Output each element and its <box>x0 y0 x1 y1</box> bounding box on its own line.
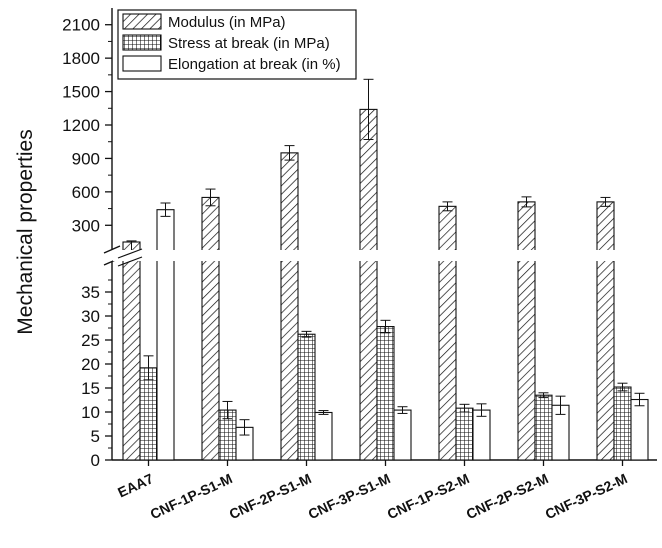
axis-break-gap <box>113 250 658 261</box>
y-axis-title: Mechanical properties <box>14 129 37 334</box>
y-tick-label: 25 <box>81 331 100 350</box>
y-tick-label: 1500 <box>62 83 100 102</box>
y-tick-label: 2100 <box>62 16 100 35</box>
bar <box>201 196 220 461</box>
x-tick-label: EAA7 <box>115 470 156 500</box>
bar <box>393 409 412 461</box>
axis-break-mark <box>103 245 121 254</box>
y-tick-label: 900 <box>72 149 100 168</box>
x-tick-label: CNF-3P-S2-M <box>543 470 630 522</box>
legend-label: Stress at break (in MPa) <box>168 35 330 52</box>
y-tick-label: 20 <box>81 355 100 374</box>
bar <box>517 201 536 461</box>
legend-swatch <box>122 55 162 72</box>
axis-break-mark <box>117 248 143 259</box>
legend-label: Modulus (in MPa) <box>168 14 286 31</box>
legend-swatch <box>122 13 162 30</box>
bar <box>122 241 141 461</box>
bar <box>280 152 299 461</box>
legend-label: Elongation at break (in %) <box>168 56 341 73</box>
y-tick-label: 5 <box>91 427 100 446</box>
bar <box>630 398 649 461</box>
bar <box>156 209 175 461</box>
bar <box>314 411 333 461</box>
bar <box>359 108 378 461</box>
x-tick-label: CNF-1P-S2-M <box>385 470 472 522</box>
legend-swatch <box>122 34 162 51</box>
x-tick-label: CNF-2P-S2-M <box>464 470 551 522</box>
bar <box>376 326 395 461</box>
bar <box>596 201 615 461</box>
x-tick-label: CNF-3P-S1-M <box>306 470 393 522</box>
bar <box>472 409 491 461</box>
bar <box>455 407 474 461</box>
bar <box>613 386 632 461</box>
y-tick-label: 15 <box>81 379 100 398</box>
y-tick-label: 35 <box>81 283 100 302</box>
axis-break-mark <box>117 256 143 267</box>
bar <box>534 394 553 461</box>
y-tick-label: 600 <box>72 183 100 202</box>
y-tick-label: 1800 <box>62 49 100 68</box>
bar <box>139 367 158 461</box>
bar <box>297 333 316 461</box>
y-tick-label: 1200 <box>62 116 100 135</box>
y-tick-label: 10 <box>81 403 100 422</box>
y-tick-label: 300 <box>72 216 100 235</box>
y-tick-label: 30 <box>81 307 100 326</box>
y-tick-label: 0 <box>91 451 100 470</box>
x-tick-label: CNF-2P-S1-M <box>227 470 314 522</box>
x-tick-label: CNF-1P-S1-M <box>148 470 235 522</box>
bar <box>438 205 457 461</box>
